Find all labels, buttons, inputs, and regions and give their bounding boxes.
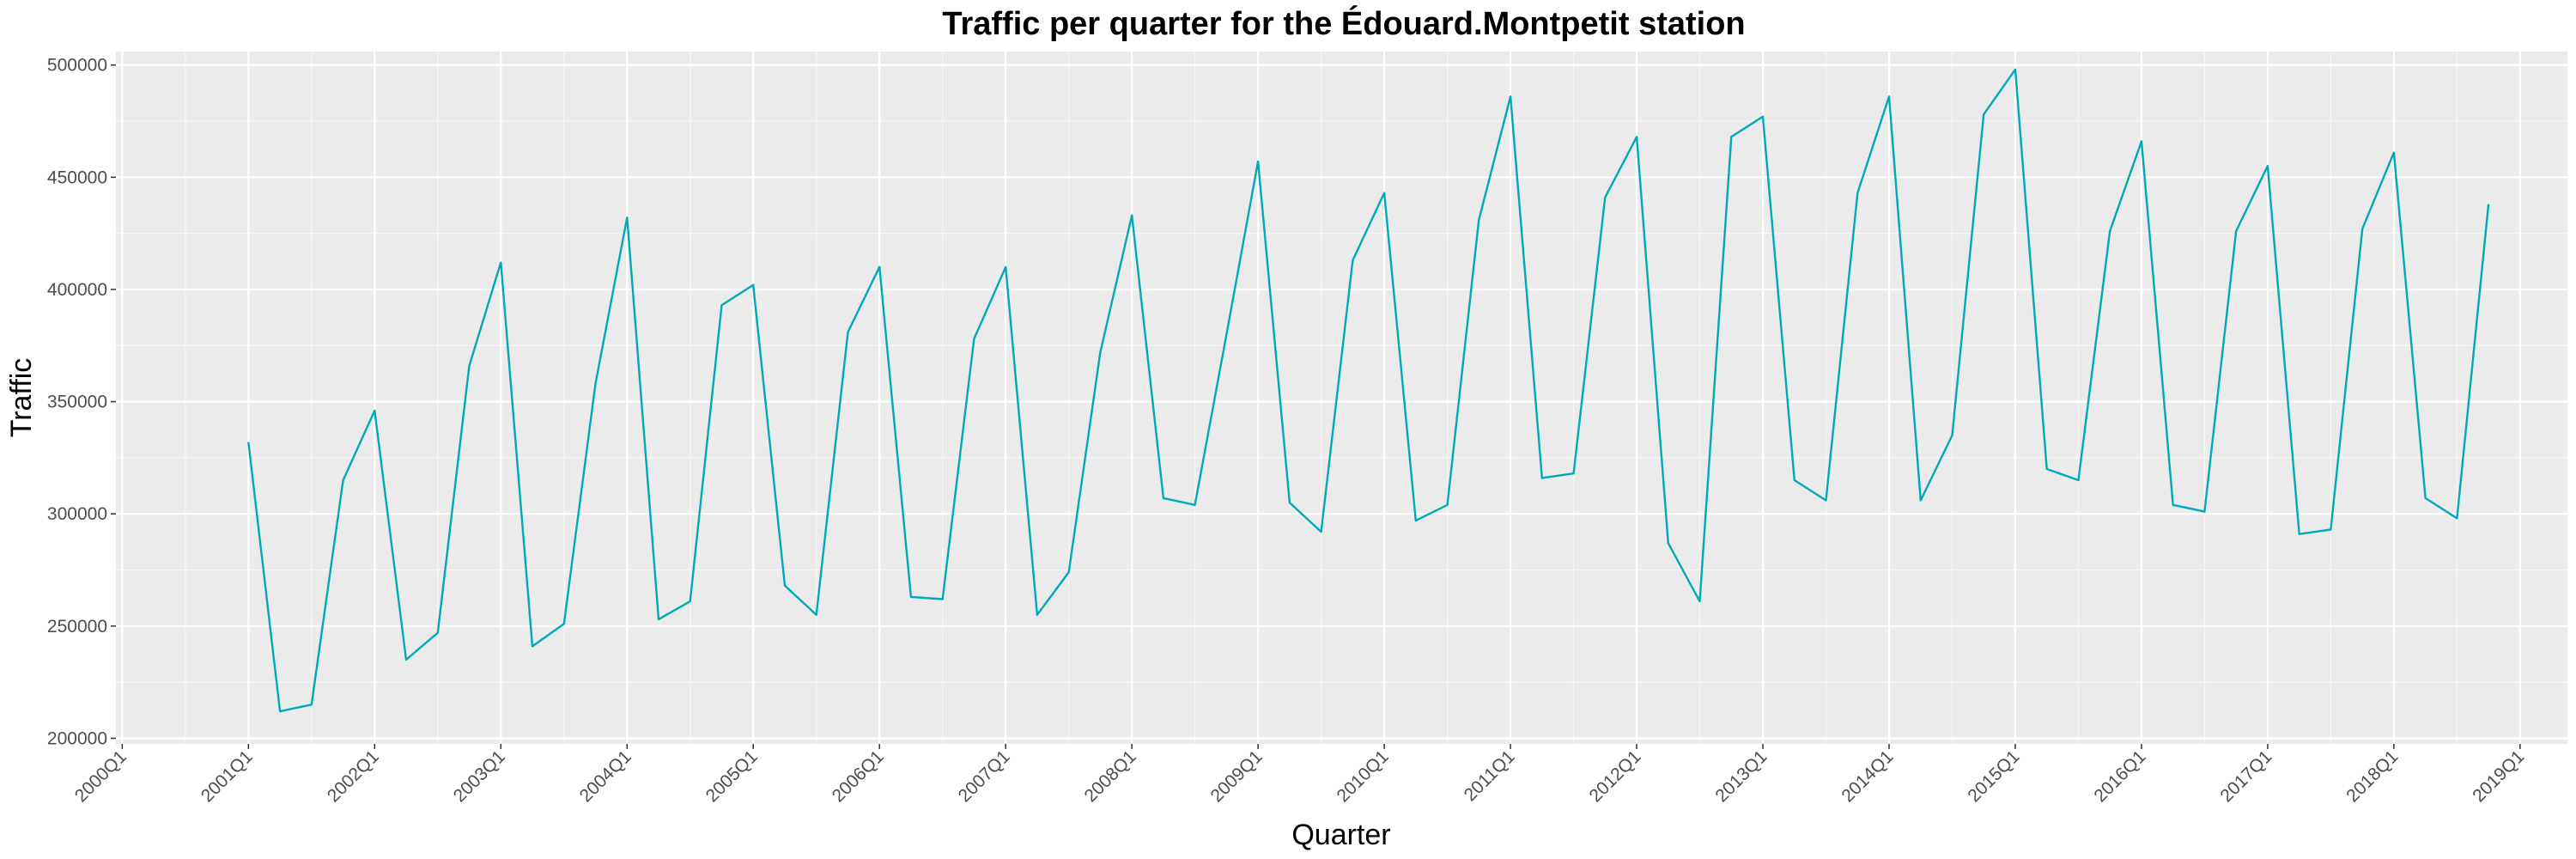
major-gridlines [116, 52, 2567, 744]
x-tick-label: 2003Q1 [450, 746, 509, 806]
y-axis: 200000 250000 300000 350000 400000 450000 5000… [47, 56, 116, 748]
y-tick-label: 500000 [47, 56, 107, 76]
x-tick-label: 2016Q1 [2090, 746, 2149, 806]
x-tick-label: 2001Q1 [197, 746, 257, 806]
x-tick-label: 2012Q1 [1585, 746, 1644, 806]
y-tick-label: 450000 [47, 168, 107, 187]
y-tick-label: 300000 [47, 504, 107, 524]
x-tick-label: 2006Q1 [829, 746, 888, 806]
x-tick-label: 2007Q1 [955, 746, 1014, 806]
y-tick-label: 250000 [47, 617, 107, 637]
x-tick-label: 2018Q1 [2342, 746, 2402, 806]
y-tick-label: 200000 [47, 728, 107, 748]
x-tick-label: 2002Q1 [324, 746, 383, 806]
x-axis-title: Quarter [1291, 819, 1390, 851]
x-tick-label: 2017Q1 [2216, 746, 2275, 806]
x-tick-label: 2019Q1 [2469, 746, 2528, 806]
y-tick-label: 350000 [47, 393, 107, 412]
x-tick-label: 2010Q1 [1334, 746, 1393, 806]
x-tick-label: 2009Q1 [1207, 746, 1267, 806]
chart-title: Traffic per quarter for the Édouard.Mont… [942, 4, 1745, 42]
x-tick-label: 2008Q1 [1081, 746, 1140, 806]
minor-gridlines [116, 52, 2567, 744]
x-tick-label: 2011Q1 [1461, 746, 1519, 805]
traffic-series-line [247, 68, 2490, 713]
y-axis-title: Traffic [5, 358, 38, 438]
x-tick-label: 2013Q1 [1711, 746, 1771, 806]
y-tick-label: 400000 [47, 280, 107, 300]
x-tick-label: 2005Q1 [702, 746, 762, 806]
x-tick-label: 2004Q1 [576, 746, 635, 806]
x-tick-label: 2015Q1 [1964, 746, 2023, 806]
x-tick-label: 2000Q1 [71, 746, 131, 806]
x-tick-label: 2014Q1 [1838, 746, 1897, 806]
plot-panel [116, 52, 2567, 744]
x-axis: 2000Q1 2001Q1 2002Q1 2003Q1 2004Q1 2005Q1 2006… [71, 744, 2528, 806]
